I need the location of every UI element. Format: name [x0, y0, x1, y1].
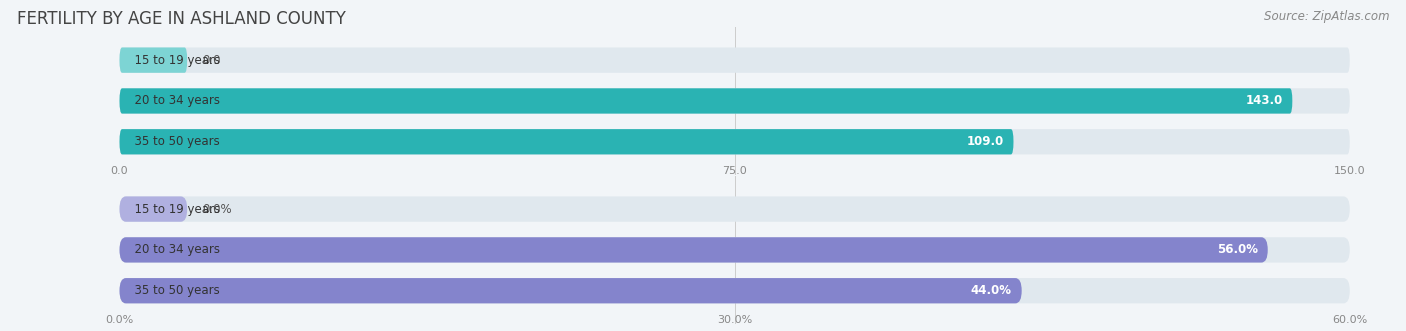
Text: 15 to 19 years: 15 to 19 years [127, 203, 219, 215]
Text: 0.0%: 0.0% [202, 203, 232, 215]
FancyBboxPatch shape [120, 278, 1022, 304]
FancyBboxPatch shape [120, 196, 187, 222]
FancyBboxPatch shape [120, 278, 1350, 304]
Text: 0.0: 0.0 [202, 54, 221, 67]
Text: 44.0%: 44.0% [972, 284, 1012, 297]
FancyBboxPatch shape [120, 47, 187, 73]
Text: 143.0: 143.0 [1246, 94, 1282, 108]
Text: 20 to 34 years: 20 to 34 years [127, 94, 219, 108]
Text: FERTILITY BY AGE IN ASHLAND COUNTY: FERTILITY BY AGE IN ASHLAND COUNTY [17, 10, 346, 28]
Text: 15 to 19 years: 15 to 19 years [127, 54, 219, 67]
FancyBboxPatch shape [120, 129, 1014, 155]
FancyBboxPatch shape [120, 129, 1350, 155]
FancyBboxPatch shape [120, 237, 1268, 262]
Text: 35 to 50 years: 35 to 50 years [127, 135, 219, 148]
FancyBboxPatch shape [120, 237, 1350, 262]
FancyBboxPatch shape [120, 88, 1292, 114]
Text: Source: ZipAtlas.com: Source: ZipAtlas.com [1264, 10, 1389, 23]
Text: 20 to 34 years: 20 to 34 years [127, 243, 219, 257]
Text: 56.0%: 56.0% [1218, 243, 1258, 257]
FancyBboxPatch shape [120, 88, 1350, 114]
Text: 35 to 50 years: 35 to 50 years [127, 284, 219, 297]
Text: 109.0: 109.0 [966, 135, 1004, 148]
FancyBboxPatch shape [120, 196, 1350, 222]
FancyBboxPatch shape [120, 47, 1350, 73]
